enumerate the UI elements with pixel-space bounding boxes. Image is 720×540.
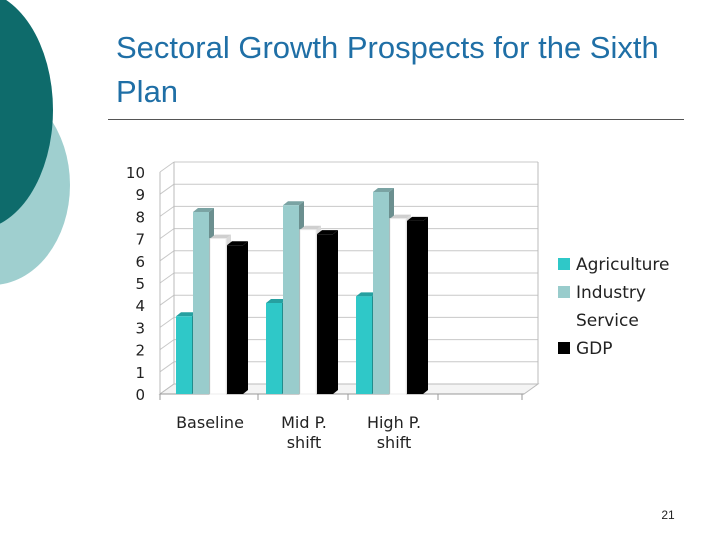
y-tick-label: 1 [135,364,145,382]
legend-swatch [558,258,570,270]
bar-gdp [317,234,333,394]
title-divider [108,119,684,120]
y-tick-label: 3 [135,319,145,337]
bar-top [300,225,321,230]
bar-top [193,207,214,212]
x-tick-label: Mid P. [281,413,327,432]
bar-service [209,238,227,395]
gridline-side [159,250,175,262]
legend-swatch [558,286,570,298]
y-tick-label: 10 [126,164,145,182]
gridline-side [159,272,175,284]
x-tick-label: High P. [367,413,421,432]
y-tick-label: 2 [135,342,145,360]
bar-top [407,216,428,221]
gridline-side [159,205,175,217]
y-tick-label: 6 [135,253,145,271]
bar-agriculture [266,302,282,394]
legend-label: Agriculture [576,255,670,275]
bar-industry [283,205,299,394]
bar-top [210,234,231,239]
bar-side [423,216,428,394]
gridline-side [159,361,175,373]
bar-side [333,230,338,394]
y-tick-label: 9 [135,186,145,204]
gridline-side [159,161,175,173]
legend-swatch [558,314,570,326]
decor-dark-circle [0,0,53,224]
y-tick-label: 5 [135,275,145,293]
bar-service [389,218,407,395]
gridline-side [159,316,175,328]
bar-side [243,241,248,394]
bar-top [317,230,338,235]
x-tick-label: shift [287,433,322,452]
legend-label: GDP [576,339,613,359]
y-tick-label: 8 [135,208,145,226]
x-tick-label: Baseline [176,413,244,432]
bar-agriculture [176,316,192,394]
bar-agriculture [356,296,372,394]
x-tick-label: shift [377,433,412,452]
bar-top [266,298,287,303]
bar-service [299,229,317,395]
bar-top [390,214,411,219]
slide-title: Sectoral Growth Prospects for the Sixth … [116,30,659,109]
bar-gdp [407,220,423,394]
bar-industry [373,191,389,394]
legend-swatch [558,342,570,354]
legend-label: Service [576,311,639,331]
page-number: 21 [661,508,675,522]
y-tick-label: 0 [135,386,145,404]
bar-top [373,187,394,192]
bar-top [283,201,304,206]
y-tick-label: 7 [135,231,145,249]
gridline-side [159,183,175,195]
legend-label: Industry [576,283,646,303]
slide-decoration [0,0,70,285]
bar-industry [193,211,209,394]
bar-top [356,292,377,297]
bar-top [227,241,248,246]
y-tick-label: 4 [135,297,145,315]
gridline-side [159,294,175,306]
gridline-side [159,228,175,240]
gridline-side [159,339,175,351]
bar-gdp [227,245,243,394]
bar-top [176,312,197,317]
